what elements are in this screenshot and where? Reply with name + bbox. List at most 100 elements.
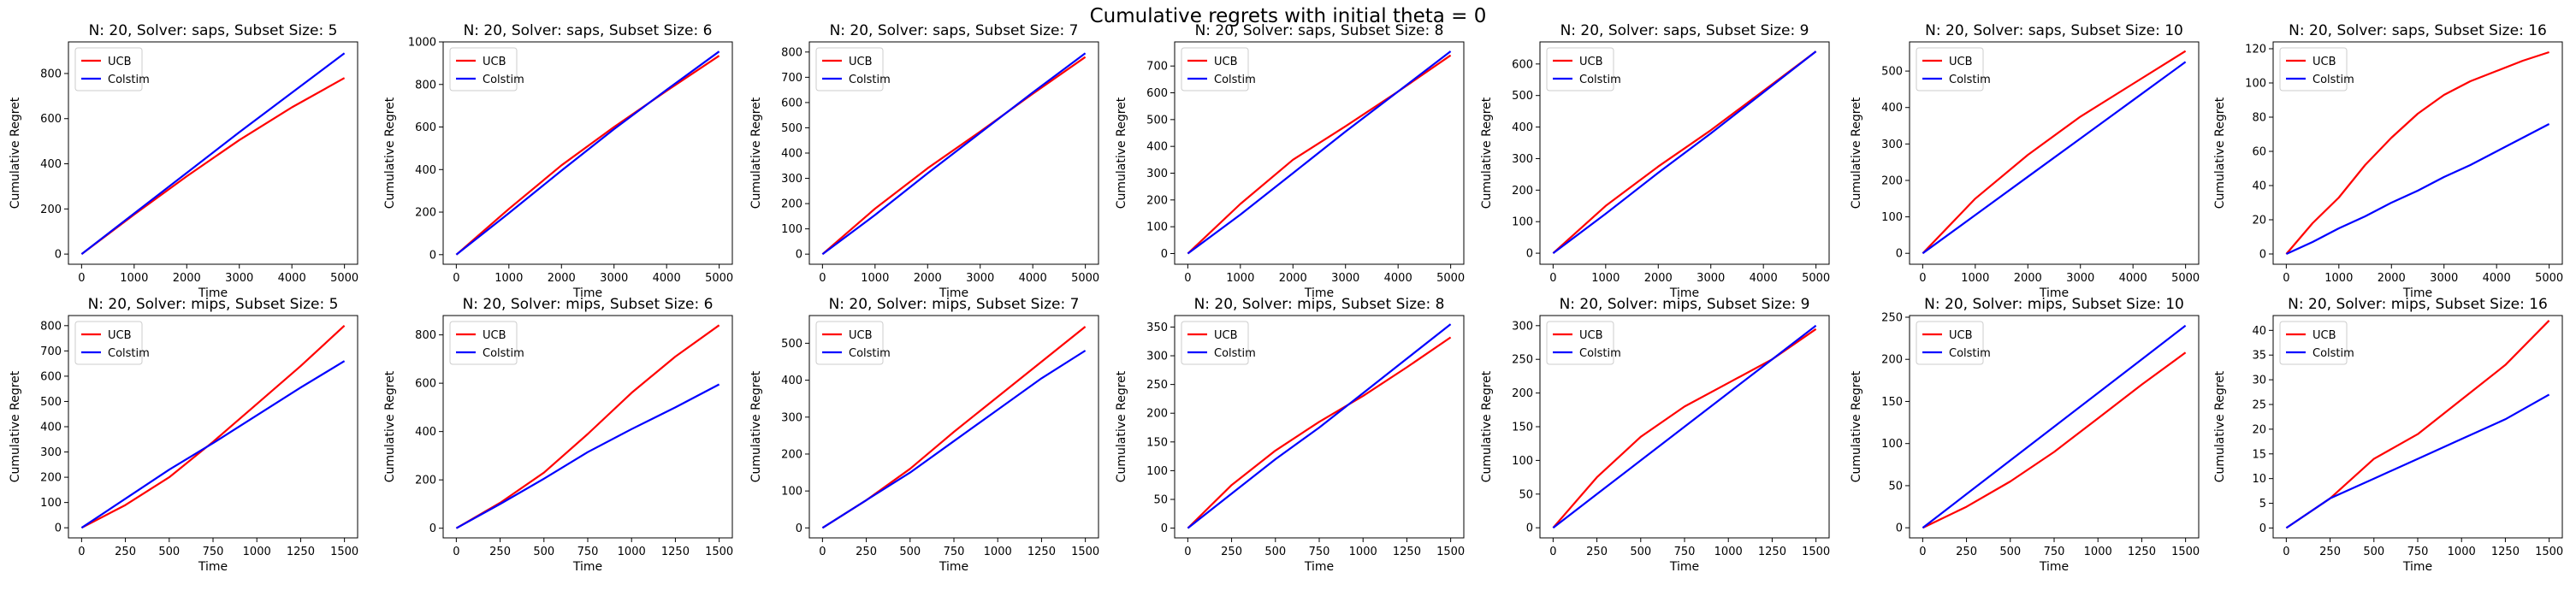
legend-box xyxy=(449,321,518,365)
plot-frame xyxy=(808,315,1099,539)
series-line-colstim xyxy=(80,360,346,529)
plot-frame xyxy=(1909,41,2200,265)
y-tick-label: 500 xyxy=(40,396,62,409)
x-tick-label: 0 xyxy=(1919,272,1926,285)
x-tick-label: 3000 xyxy=(1331,272,1359,285)
y-tick-label: 600 xyxy=(415,121,436,134)
y-tick-label: 200 xyxy=(1512,185,1533,198)
y-tick-label: 400 xyxy=(40,422,62,434)
y-axis-label: Cumulative Regret xyxy=(749,97,763,209)
legend-label-ucb: UCB xyxy=(108,329,132,342)
subplot-title: N: 20, Solver: mips, Subset Size: 7 xyxy=(829,296,1080,313)
legend-box xyxy=(449,47,518,91)
legend-box xyxy=(2279,47,2348,91)
y-tick-label: 500 xyxy=(1881,66,1903,79)
y-tick-label: 200 xyxy=(415,207,436,220)
y-tick-label: 120 xyxy=(2245,44,2266,56)
x-tick-label: 5000 xyxy=(1436,272,1465,285)
x-tick-label: 1500 xyxy=(2171,546,2200,558)
x-tick-label: 1000 xyxy=(1226,272,1254,285)
y-tick-label: 0 xyxy=(429,522,436,535)
y-tick-label: 400 xyxy=(1881,102,1903,115)
x-tick-label: 1500 xyxy=(2535,546,2563,558)
y-tick-label: 700 xyxy=(1146,61,1168,74)
x-tick-label: 3000 xyxy=(2066,272,2094,285)
series-line-ucb xyxy=(80,324,346,529)
y-tick-label: 0 xyxy=(1526,248,1533,261)
x-axis-label: Time xyxy=(2039,286,2069,300)
legend-box xyxy=(815,321,884,365)
x-tick-label: 1500 xyxy=(705,546,733,558)
plot-frame xyxy=(1539,41,1830,265)
x-tick-label: 250 xyxy=(115,546,136,558)
x-tick-label: 0 xyxy=(78,272,85,285)
subplot-10: N: 20, Solver: mips, Subset Size: 7 0 250 5… xyxy=(749,296,1099,574)
subplot-7: N: 20, Solver: saps, Subset Size: 16 0 100… xyxy=(2213,22,2563,300)
subplot-title: N: 20, Solver: saps, Subset Size: 7 xyxy=(830,22,1079,39)
x-tick-label: 4000 xyxy=(2483,272,2511,285)
plot-frame xyxy=(1174,41,1465,265)
x-tick-label: 750 xyxy=(2044,546,2065,558)
x-axis-label: Time xyxy=(572,560,602,574)
x-tick-label: 1250 xyxy=(2128,546,2156,558)
y-tick-label: 100 xyxy=(1881,211,1903,224)
x-axis-label: Time xyxy=(2402,286,2432,300)
x-tick-label: 0 xyxy=(453,546,459,558)
subplot-14: N: 20, Solver: mips, Subset Size: 160 250… xyxy=(2213,296,2563,574)
legend-label-colstim: Colstim xyxy=(849,74,891,86)
y-tick-label: 500 xyxy=(781,338,802,351)
x-tick-label: 500 xyxy=(2363,546,2384,558)
legend-label-colstim: Colstim xyxy=(108,347,150,360)
subplot-title: N: 20, Solver: mips, Subset Size: 5 xyxy=(88,296,339,313)
x-tick-label: 500 xyxy=(1999,546,2021,558)
y-tick-label: 150 xyxy=(1512,422,1533,434)
series-line-ucb xyxy=(1922,351,2187,529)
x-axis-label: Time xyxy=(939,286,968,300)
x-tick-label: 1000 xyxy=(243,546,271,558)
y-tick-label: 0 xyxy=(1896,522,1903,535)
y-tick-label: 0 xyxy=(55,249,62,262)
y-tick-label: 50 xyxy=(1888,480,1903,493)
y-tick-label: 35 xyxy=(2252,350,2266,363)
x-tick-label: 250 xyxy=(1956,546,1977,558)
x-tick-label: 1500 xyxy=(330,546,358,558)
y-tick-label: 20 xyxy=(2252,423,2266,436)
x-tick-label: 2000 xyxy=(914,272,942,285)
x-tick-label: 1000 xyxy=(861,272,889,285)
y-tick-label: 300 xyxy=(781,173,802,186)
legend-box xyxy=(74,321,143,365)
legend-label-ucb: UCB xyxy=(1214,329,1238,342)
y-axis-label: Cumulative Regret xyxy=(1850,370,1863,482)
legend-label-colstim: Colstim xyxy=(849,347,891,360)
x-tick-label: 2000 xyxy=(1279,272,1307,285)
x-tick-label: 4000 xyxy=(1384,272,1412,285)
legend-box xyxy=(1181,321,1249,365)
y-tick-label: 400 xyxy=(415,164,436,177)
series-line-colstim xyxy=(455,383,720,529)
x-tick-label: 2000 xyxy=(548,272,576,285)
x-tick-label: 750 xyxy=(1674,546,1696,558)
x-tick-label: 1000 xyxy=(984,546,1012,558)
plot-frame xyxy=(2272,41,2563,265)
y-tick-label: 150 xyxy=(1146,436,1168,449)
subplot-2: N: 20, Solver: saps, Subset Size: 6 0 1000… xyxy=(383,22,733,300)
x-tick-label: 0 xyxy=(1549,546,1556,558)
y-tick-label: 200 xyxy=(781,198,802,211)
y-tick-label: 100 xyxy=(40,497,62,510)
legend-label-ucb: UCB xyxy=(849,56,873,68)
series-line-ucb xyxy=(1187,336,1452,529)
x-tick-label: 2000 xyxy=(2014,272,2042,285)
legend-label-colstim: Colstim xyxy=(1214,74,1256,86)
x-tick-label: 3000 xyxy=(225,272,253,285)
x-axis-label: Time xyxy=(198,560,228,574)
series-line-colstim xyxy=(80,52,346,255)
legend-box xyxy=(815,47,884,91)
y-tick-label: 100 xyxy=(781,486,802,499)
x-tick-label: 750 xyxy=(203,546,224,558)
plot-frame xyxy=(1539,315,1830,539)
y-tick-label: 600 xyxy=(1512,58,1533,71)
y-axis-label: Cumulative Regret xyxy=(1480,97,1494,209)
y-tick-label: 200 xyxy=(1146,194,1168,207)
x-tick-label: 5000 xyxy=(330,272,358,285)
